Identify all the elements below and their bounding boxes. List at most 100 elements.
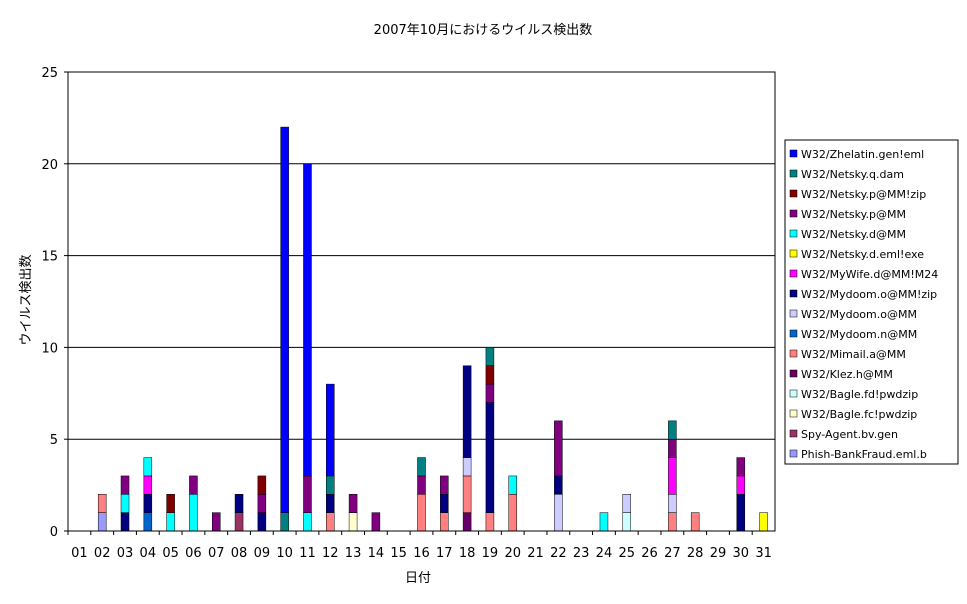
- plot-area-frame: [67, 71, 776, 532]
- x-tick-label: 07: [208, 546, 225, 561]
- bar-segment: [485, 402, 495, 513]
- bar-segment: [668, 494, 677, 513]
- bar-segment: [348, 494, 358, 513]
- bar-segment: [485, 383, 495, 403]
- legend-entry-label: W32/Mimail.a@MM: [801, 348, 906, 361]
- x-tick-label: 27: [664, 546, 681, 561]
- bar-segment: [668, 457, 677, 495]
- bar-segment: [166, 512, 175, 532]
- bar-segment: [440, 512, 449, 532]
- legend-entry-label: W32/Mydoom.o@MM!zip: [801, 288, 937, 301]
- x-tick-label: 26: [641, 546, 658, 561]
- x-tick-label: 28: [687, 546, 704, 561]
- x-tick-label: 30: [733, 546, 750, 561]
- x-tick-label: 02: [94, 546, 111, 561]
- legend-swatch: [789, 309, 798, 318]
- x-tick-label: 23: [573, 546, 590, 561]
- bar-segment: [417, 494, 426, 532]
- legend-swatch: [789, 349, 798, 358]
- x-tick-label: 05: [162, 546, 179, 561]
- y-tick-label: 10: [41, 341, 58, 356]
- bar-segment: [143, 475, 153, 495]
- bar-segment: [120, 475, 130, 495]
- bar-segment: [348, 512, 358, 532]
- bar-segment: [462, 475, 472, 513]
- chart-title: 2007年10月におけるウイルス検出数: [374, 23, 593, 38]
- bar-segment: [508, 494, 517, 532]
- bar-segment: [303, 512, 312, 532]
- legend-swatch: [789, 389, 798, 398]
- bar-segment: [143, 512, 153, 532]
- legend-entry-label: W32/Mydoom.o@MM: [801, 308, 917, 321]
- bar-segment: [280, 126, 289, 513]
- bar-segment: [326, 475, 335, 495]
- bar-segment: [234, 494, 244, 513]
- legend-entry-label: W32/Bagle.fd!pwdzip: [801, 388, 918, 401]
- bar-segment: [120, 494, 130, 513]
- bar-segment: [257, 475, 267, 495]
- bar-segment: [257, 512, 267, 532]
- bar-segment: [326, 383, 335, 477]
- legend-swatch: [789, 149, 798, 158]
- y-tick-label: 0: [50, 525, 58, 540]
- legend-entry-label: W32/Zhelatin.gen!eml: [801, 148, 924, 161]
- bar-segment: [462, 457, 472, 477]
- legend-box: [784, 139, 959, 465]
- bar-segment: [736, 475, 746, 495]
- legend-swatch: [789, 369, 798, 378]
- bar-segment: [417, 457, 426, 477]
- legend-swatch: [789, 269, 798, 278]
- gridlines: [68, 163, 775, 440]
- x-tick-label: 22: [550, 546, 567, 561]
- bar-segment: [622, 494, 632, 513]
- bar-segment: [189, 494, 198, 532]
- x-tick-label: 03: [117, 546, 134, 561]
- x-tick-label: 31: [755, 546, 772, 561]
- bar-segment: [189, 475, 198, 495]
- x-tick-label: 11: [299, 546, 316, 561]
- x-tick-label: 10: [276, 546, 293, 561]
- legend-swatch: [789, 289, 798, 298]
- legend-entry-label: Phish-BankFraud.eml.b: [801, 448, 927, 461]
- bar-segment: [485, 365, 495, 385]
- bar-segment: [736, 457, 746, 477]
- x-tick-label: 29: [710, 546, 727, 561]
- legend-swatch: [789, 189, 798, 198]
- legend-entry-label: W32/Mydoom.n@MM: [801, 328, 917, 341]
- bar-segment: [326, 494, 335, 513]
- x-axis-label: 日付: [405, 571, 431, 586]
- legend-entry-label: W32/Netsky.d@MM: [801, 228, 906, 241]
- y-tick-label: 20: [41, 158, 58, 173]
- legend-entry-label: W32/MyWife.d@MM!M24: [801, 268, 938, 281]
- legend-swatch: [789, 249, 798, 258]
- bar-segment: [668, 512, 677, 532]
- x-tick-label: 15: [390, 546, 407, 561]
- y-tick-label: 25: [41, 66, 58, 81]
- x-tick-label: 24: [596, 546, 613, 561]
- bar-segment: [668, 420, 677, 440]
- bar-segment: [462, 512, 472, 532]
- legend-entry-label: W32/Netsky.q.dam: [801, 168, 904, 181]
- x-tick-label: 17: [436, 546, 453, 561]
- bar-segment: [211, 512, 221, 532]
- legend-entry-label: W32/Netsky.p@MM: [801, 208, 906, 221]
- bar-segment: [554, 420, 563, 477]
- x-tick-label: 09: [254, 546, 271, 561]
- bar-segment: [143, 494, 153, 513]
- bar-segment: [326, 512, 335, 532]
- bar-segment: [759, 512, 768, 532]
- bars: [97, 126, 768, 532]
- bar-segment: [440, 475, 449, 495]
- bar-segment: [280, 512, 289, 532]
- bar-segment: [97, 494, 107, 513]
- bar-segment: [508, 475, 517, 495]
- legend-swatch: [789, 209, 798, 218]
- bar-segment: [736, 494, 746, 532]
- bar-segment: [554, 494, 563, 532]
- legend-entry-label: W32/Netsky.d.eml!exe: [801, 248, 924, 261]
- bar-segment: [143, 457, 153, 477]
- x-tick-label: 06: [185, 546, 202, 561]
- bar-segment: [462, 365, 472, 458]
